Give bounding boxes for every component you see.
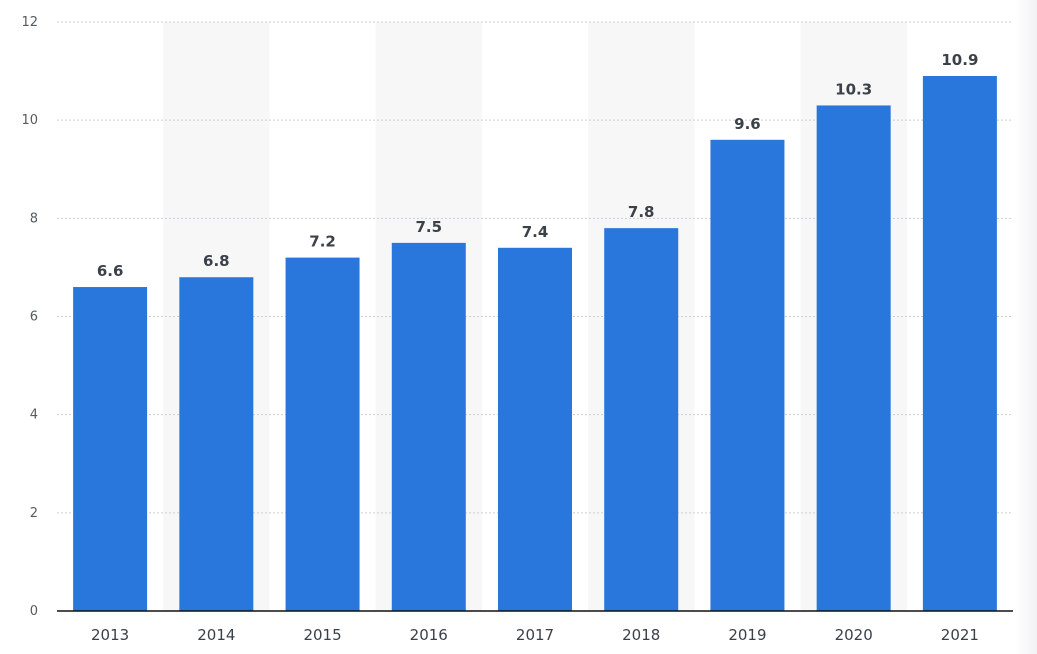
x-tick-label: 2014 <box>197 626 235 644</box>
data-label: 6.6 <box>97 262 124 280</box>
data-label: 9.6 <box>734 115 761 133</box>
x-tick-label: 2013 <box>91 626 129 644</box>
data-label: 7.2 <box>309 233 336 251</box>
bar <box>816 105 891 612</box>
y-tick-label: 8 <box>30 211 38 226</box>
data-label: 10.3 <box>835 80 872 98</box>
y-tick-label: 4 <box>30 408 38 423</box>
x-tick-label: 2019 <box>728 626 766 644</box>
data-label: 10.9 <box>941 51 978 69</box>
x-tick-label: 2015 <box>303 626 341 644</box>
bar <box>922 75 997 611</box>
y-tick-label: 10 <box>21 113 38 128</box>
y-tick-label: 6 <box>30 310 38 325</box>
data-label: 7.5 <box>415 218 442 236</box>
x-tick-label: 2018 <box>622 626 660 644</box>
y-tick-label: 0 <box>30 604 38 619</box>
data-label: 7.8 <box>628 203 655 221</box>
x-tick-label: 2016 <box>410 626 448 644</box>
x-tick-label: 2021 <box>941 626 979 644</box>
side-panel-edge <box>1015 0 1037 654</box>
bar <box>710 139 785 612</box>
y-tick-label: 2 <box>30 506 38 521</box>
bar <box>179 277 254 611</box>
x-tick-label: 2017 <box>516 626 554 644</box>
x-tick-label: 2020 <box>835 626 873 644</box>
bar <box>391 242 466 611</box>
bar <box>73 287 148 611</box>
data-label: 6.8 <box>203 252 230 270</box>
bar <box>285 257 360 611</box>
y-tick-label: 12 <box>21 15 38 30</box>
data-label: 7.4 <box>522 223 549 241</box>
bar <box>498 247 572 612</box>
bar <box>604 228 679 611</box>
